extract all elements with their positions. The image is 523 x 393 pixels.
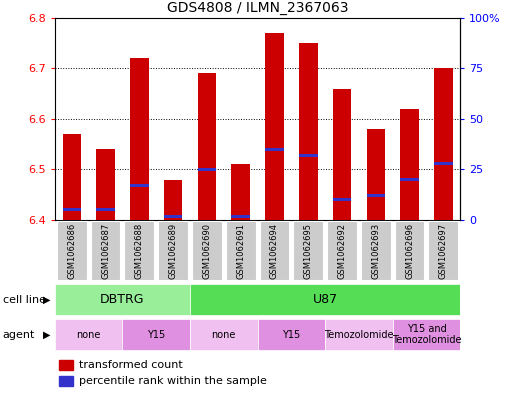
- Bar: [333, 198, 351, 201]
- Bar: [231, 215, 250, 218]
- Bar: [130, 184, 149, 187]
- Bar: [96, 149, 115, 220]
- Text: GSM1062694: GSM1062694: [270, 222, 279, 279]
- Text: Y15: Y15: [282, 330, 301, 340]
- Text: ▶: ▶: [43, 295, 51, 305]
- Text: GSM1062687: GSM1062687: [101, 222, 110, 279]
- FancyBboxPatch shape: [259, 221, 289, 280]
- Bar: [198, 73, 216, 220]
- Text: cell line: cell line: [3, 295, 46, 305]
- FancyBboxPatch shape: [55, 319, 122, 351]
- FancyBboxPatch shape: [190, 319, 257, 351]
- FancyBboxPatch shape: [90, 221, 120, 280]
- Bar: [400, 109, 419, 220]
- Bar: [130, 58, 149, 220]
- Bar: [63, 208, 81, 211]
- FancyBboxPatch shape: [124, 221, 154, 280]
- Bar: [164, 180, 183, 220]
- Text: GSM1062696: GSM1062696: [405, 222, 414, 279]
- FancyBboxPatch shape: [325, 319, 393, 351]
- Bar: [333, 88, 351, 220]
- Bar: [164, 215, 183, 218]
- FancyBboxPatch shape: [393, 319, 460, 351]
- Text: GSM1062692: GSM1062692: [337, 222, 347, 279]
- FancyBboxPatch shape: [57, 221, 87, 280]
- Text: Y15: Y15: [147, 330, 165, 340]
- FancyBboxPatch shape: [257, 319, 325, 351]
- Text: DBTRG: DBTRG: [100, 293, 145, 306]
- Bar: [59, 376, 73, 386]
- Text: none: none: [212, 330, 236, 340]
- Bar: [434, 68, 452, 220]
- FancyBboxPatch shape: [293, 221, 323, 280]
- Text: ▶: ▶: [43, 330, 51, 340]
- Bar: [63, 134, 81, 220]
- FancyBboxPatch shape: [122, 319, 190, 351]
- Text: GSM1062686: GSM1062686: [67, 222, 76, 279]
- Title: GDS4808 / ILMN_2367063: GDS4808 / ILMN_2367063: [167, 1, 348, 15]
- Text: none: none: [76, 330, 101, 340]
- Bar: [198, 168, 216, 171]
- Text: GSM1062693: GSM1062693: [371, 222, 380, 279]
- FancyBboxPatch shape: [327, 221, 357, 280]
- Text: percentile rank within the sample: percentile rank within the sample: [79, 376, 267, 386]
- Bar: [299, 43, 317, 220]
- FancyBboxPatch shape: [361, 221, 391, 280]
- Text: GSM1062697: GSM1062697: [439, 222, 448, 279]
- Bar: [400, 178, 419, 181]
- Bar: [367, 129, 385, 220]
- FancyBboxPatch shape: [192, 221, 222, 280]
- Text: Temozolomide: Temozolomide: [324, 330, 394, 340]
- Bar: [434, 162, 452, 165]
- Bar: [231, 164, 250, 220]
- Text: GSM1062695: GSM1062695: [304, 222, 313, 279]
- Text: Y15 and
Temozolomide: Y15 and Temozolomide: [392, 324, 461, 345]
- FancyBboxPatch shape: [55, 284, 190, 315]
- Bar: [367, 194, 385, 197]
- Bar: [299, 154, 317, 157]
- FancyBboxPatch shape: [395, 221, 425, 280]
- Bar: [265, 33, 284, 220]
- Text: GSM1062688: GSM1062688: [135, 222, 144, 279]
- Bar: [59, 360, 73, 369]
- FancyBboxPatch shape: [428, 221, 458, 280]
- FancyBboxPatch shape: [190, 284, 460, 315]
- Bar: [96, 208, 115, 211]
- Text: transformed count: transformed count: [79, 360, 183, 370]
- Text: U87: U87: [313, 293, 338, 306]
- Bar: [265, 148, 284, 151]
- Text: agent: agent: [3, 330, 35, 340]
- Text: GSM1062689: GSM1062689: [168, 222, 178, 279]
- FancyBboxPatch shape: [158, 221, 188, 280]
- FancyBboxPatch shape: [226, 221, 256, 280]
- Text: GSM1062690: GSM1062690: [202, 222, 211, 279]
- Text: GSM1062691: GSM1062691: [236, 222, 245, 279]
